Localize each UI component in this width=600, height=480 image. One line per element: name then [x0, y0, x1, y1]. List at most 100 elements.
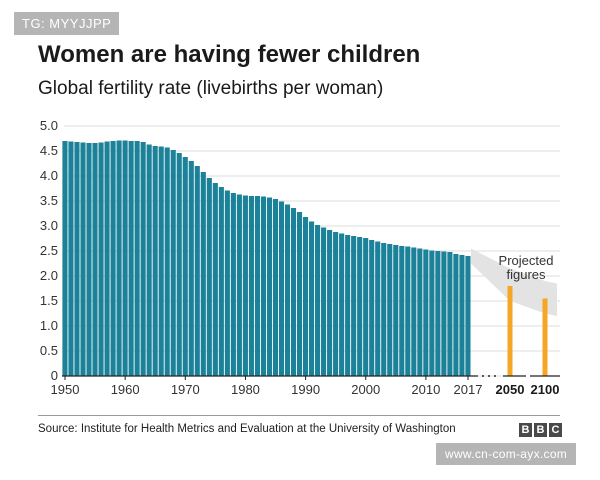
historical-bar	[290, 208, 297, 376]
y-tick-label: 4.0	[40, 168, 58, 183]
historical-bar	[242, 195, 248, 376]
historical-bar	[405, 246, 411, 376]
historical-bar	[266, 197, 273, 376]
historical-bar	[447, 252, 453, 376]
historical-bar	[453, 254, 459, 376]
historical-bar	[441, 251, 447, 376]
historical-bar	[393, 245, 399, 376]
historical-bar	[423, 249, 429, 376]
historical-bar	[170, 150, 176, 376]
historical-bar	[345, 235, 351, 376]
y-tick-label: 1.5	[40, 293, 58, 308]
historical-bar	[351, 236, 357, 376]
historical-bar	[62, 141, 68, 376]
y-tick-label: 3.0	[40, 218, 58, 233]
historical-bar	[459, 255, 465, 376]
historical-bar	[363, 238, 369, 376]
historical-bar	[411, 247, 417, 376]
y-tick-label: 4.5	[40, 143, 58, 158]
historical-bar	[278, 201, 285, 376]
fertility-chart: 0 0.5 1.0 1.5 2.0 2.5 3.0 3.5 4.0 4.5 5.0 1950 1960…	[40, 118, 560, 397]
historical-bar	[435, 251, 441, 376]
historical-bar	[375, 241, 381, 376]
x-tick-label: 1990	[291, 382, 320, 397]
historical-bar	[218, 187, 224, 376]
projected-bar	[542, 298, 548, 376]
source-text: Source: Institute for Health Metrics and…	[38, 423, 456, 435]
historical-bar	[86, 143, 92, 376]
historical-bar	[302, 217, 309, 376]
historical-bar	[339, 233, 345, 376]
x-tick-label: 1950	[51, 382, 80, 397]
logo-letter: C	[549, 423, 562, 437]
historical-bar	[357, 237, 363, 376]
chart-title: Women are having fewer children	[38, 41, 421, 68]
projected-annotation-line2: figures	[506, 267, 546, 282]
historical-bar	[417, 248, 423, 376]
historical-bar	[248, 196, 254, 376]
y-tick-label: 2.5	[40, 243, 58, 258]
projected-bars	[507, 286, 548, 376]
historical-bar	[92, 143, 98, 376]
historical-bar	[68, 141, 74, 376]
historical-bar	[465, 256, 471, 376]
historical-bar	[194, 166, 200, 376]
chart-subtitle: Global fertility rate (livebirths per wo…	[38, 78, 384, 99]
historical-bars	[62, 140, 471, 376]
historical-bar	[321, 227, 327, 376]
historical-bar	[296, 212, 303, 376]
historical-bar	[327, 230, 333, 376]
historical-bar	[164, 147, 170, 376]
historical-bar	[381, 243, 387, 376]
historical-bar	[224, 190, 230, 376]
historical-bar	[182, 157, 188, 376]
y-axis-ticks: 0 0.5 1.0 1.5 2.0 2.5 3.0 3.5 4.0 4.5 5.0	[40, 118, 58, 383]
historical-bar	[146, 144, 152, 376]
y-tick-label: 0	[51, 368, 58, 383]
historical-bar	[260, 196, 266, 376]
historical-bar	[128, 141, 134, 376]
historical-bar	[399, 246, 405, 376]
projected-annotation-line1: Projected	[499, 253, 554, 268]
historical-bar	[122, 140, 128, 376]
footer-divider	[38, 415, 560, 416]
x-tick-label: 1980	[231, 382, 260, 397]
historical-bar	[429, 250, 435, 376]
y-tick-label: 0.5	[40, 343, 58, 358]
historical-bar	[212, 183, 218, 376]
historical-bar	[176, 153, 182, 376]
bbc-logo: B B C	[519, 423, 562, 437]
historical-bar	[116, 140, 122, 376]
x-tick-label: 2010	[411, 382, 440, 397]
historical-bar	[387, 244, 393, 376]
historical-bar	[254, 196, 260, 376]
x-axis-ticks: 1950 1960 1970 1980 1990 2000 2010 2017 2050 2100	[51, 375, 560, 397]
x-tick-label: 2000	[351, 382, 380, 397]
x-tick-label: 1970	[171, 382, 200, 397]
historical-bar	[272, 199, 279, 376]
logo-letter: B	[519, 423, 532, 437]
historical-bar	[158, 146, 164, 376]
projected-tick-label: 2050	[496, 382, 525, 397]
historical-bar	[369, 240, 375, 376]
watermark-top: TG: MYYJJPP	[14, 12, 120, 35]
historical-bar	[152, 146, 158, 376]
projected-bar	[507, 286, 513, 376]
y-tick-label: 2.0	[40, 268, 58, 283]
logo-letter: B	[534, 423, 547, 437]
historical-bar	[134, 141, 140, 376]
historical-bar	[236, 194, 242, 376]
projected-tick-label: 2100	[531, 382, 560, 397]
historical-bar	[188, 161, 194, 376]
historical-bar	[206, 178, 212, 376]
historical-bar	[200, 172, 206, 376]
historical-bar	[333, 232, 339, 376]
historical-bar	[104, 141, 110, 376]
y-tick-label: 5.0	[40, 118, 58, 133]
historical-bar	[284, 204, 291, 376]
historical-bar	[309, 221, 315, 376]
historical-bar	[315, 225, 321, 376]
y-tick-label: 1.0	[40, 318, 58, 333]
historical-bar	[140, 142, 146, 376]
y-tick-label: 3.5	[40, 193, 58, 208]
